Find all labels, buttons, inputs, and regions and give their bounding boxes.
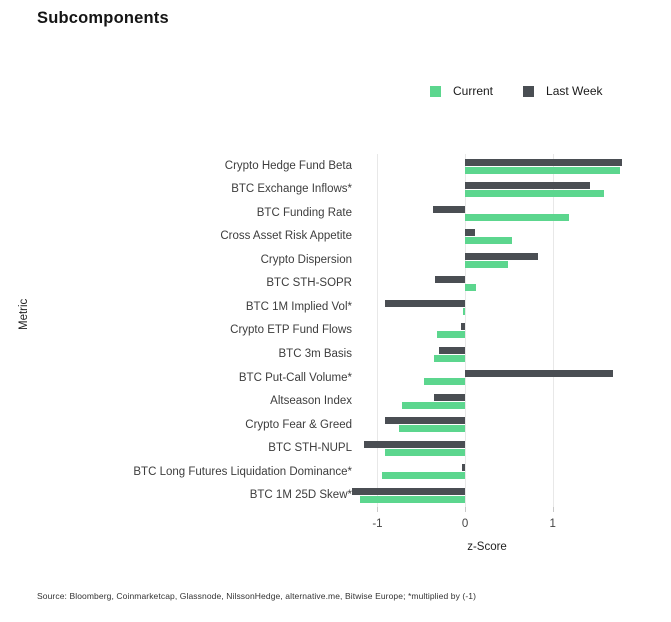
metric-label: Altseason Index bbox=[270, 395, 352, 408]
metric-labels: Crypto Hedge Fund Beta BTC Exchange Inflo… bbox=[0, 154, 352, 507]
y-axis-label: Metric bbox=[18, 298, 30, 330]
chart-title: Subcomponents bbox=[37, 9, 169, 27]
metric-label: BTC Long Futures Liquidation Dominance* bbox=[133, 465, 352, 478]
bar-group bbox=[338, 272, 636, 296]
metric-label: BTC 3m Basis bbox=[278, 348, 353, 361]
bar-group bbox=[338, 366, 636, 390]
bar-current bbox=[437, 331, 466, 339]
metric-label: BTC 1M 25D Skew* bbox=[249, 489, 352, 502]
x-axis-tick bbox=[552, 507, 554, 512]
bar-group bbox=[338, 225, 636, 249]
legend: Current Last Week bbox=[430, 84, 603, 98]
bar-last-week bbox=[352, 487, 466, 495]
bar-group bbox=[338, 460, 636, 484]
gridline bbox=[377, 154, 379, 507]
metric-label: Cross Asset Risk Appetite bbox=[220, 230, 352, 243]
source-note: Source: Bloomberg, Coinmarketcap, Glassn… bbox=[37, 591, 477, 601]
legend-item-last-week: Last Week bbox=[523, 84, 603, 98]
bar-current bbox=[434, 354, 466, 362]
metric-label: Crypto Fear & Greed bbox=[245, 418, 352, 431]
metric-label: BTC 1M Implied Vol* bbox=[245, 300, 352, 313]
bar-group bbox=[338, 201, 636, 225]
bar-current bbox=[381, 472, 466, 480]
bar-last-week bbox=[465, 252, 538, 260]
metric-label: BTC Exchange Inflows* bbox=[231, 183, 352, 196]
bar-last-week bbox=[432, 205, 466, 213]
metric-label: BTC STH-SOPR bbox=[266, 277, 352, 290]
gridline bbox=[465, 154, 467, 507]
bar-last-week bbox=[465, 229, 475, 237]
bar-current bbox=[385, 448, 466, 456]
current-swatch-icon bbox=[430, 85, 441, 97]
legend-label-last-week: Last Week bbox=[546, 84, 603, 98]
bar-current bbox=[465, 166, 621, 174]
x-tick-label: 0 bbox=[461, 518, 469, 530]
x-tick-label: 1 bbox=[549, 518, 556, 530]
last-week-swatch-icon bbox=[523, 85, 535, 97]
bar-last-week bbox=[465, 158, 622, 166]
bar-group bbox=[338, 319, 636, 343]
metric-label: Crypto Hedge Fund Beta bbox=[224, 159, 352, 172]
bar-last-week bbox=[385, 417, 466, 425]
bar-current bbox=[401, 401, 466, 409]
bar-last-week bbox=[465, 182, 590, 190]
metric-label: BTC Funding Rate bbox=[256, 206, 352, 219]
bar-group bbox=[338, 342, 636, 366]
metric-label: BTC STH-NUPL bbox=[268, 442, 352, 455]
bar-last-week bbox=[385, 299, 466, 307]
bar-current bbox=[399, 425, 466, 433]
x-axis-tick bbox=[465, 507, 467, 512]
metric-label: BTC Put-Call Volume* bbox=[238, 371, 352, 384]
bar-group bbox=[338, 483, 636, 507]
bar-group bbox=[338, 154, 636, 178]
bar-group bbox=[338, 389, 636, 413]
metric-label: Crypto ETP Fund Flows bbox=[230, 324, 352, 337]
x-axis-label: z-Score bbox=[467, 541, 507, 553]
bar-last-week bbox=[462, 464, 466, 472]
bar-current bbox=[359, 495, 466, 503]
bar-current bbox=[465, 190, 605, 198]
bar-group bbox=[338, 295, 636, 319]
bar-group bbox=[338, 178, 636, 202]
bar-current bbox=[465, 237, 513, 245]
bar-last-week bbox=[438, 346, 466, 354]
bar-last-week bbox=[364, 440, 466, 448]
bar-group bbox=[338, 413, 636, 437]
bar-current bbox=[465, 213, 569, 221]
bar-group bbox=[338, 248, 636, 272]
bar-last-week bbox=[465, 370, 614, 378]
legend-item-current: Current bbox=[430, 84, 493, 98]
bar-current bbox=[423, 378, 466, 386]
x-axis-tick bbox=[377, 507, 379, 512]
bar-group bbox=[338, 436, 636, 460]
legend-label-current: Current bbox=[453, 84, 494, 98]
bar-current bbox=[465, 284, 477, 292]
bar-last-week bbox=[435, 276, 466, 284]
metric-label: Crypto Dispersion bbox=[260, 253, 352, 266]
bar-last-week bbox=[460, 323, 466, 331]
bar-current bbox=[463, 307, 466, 315]
x-tick-label: -1 bbox=[372, 518, 383, 530]
bar-last-week bbox=[433, 393, 466, 401]
plot-area: -1 0 1 bbox=[338, 154, 636, 530]
bar-current bbox=[465, 260, 509, 268]
gridline bbox=[552, 154, 554, 507]
